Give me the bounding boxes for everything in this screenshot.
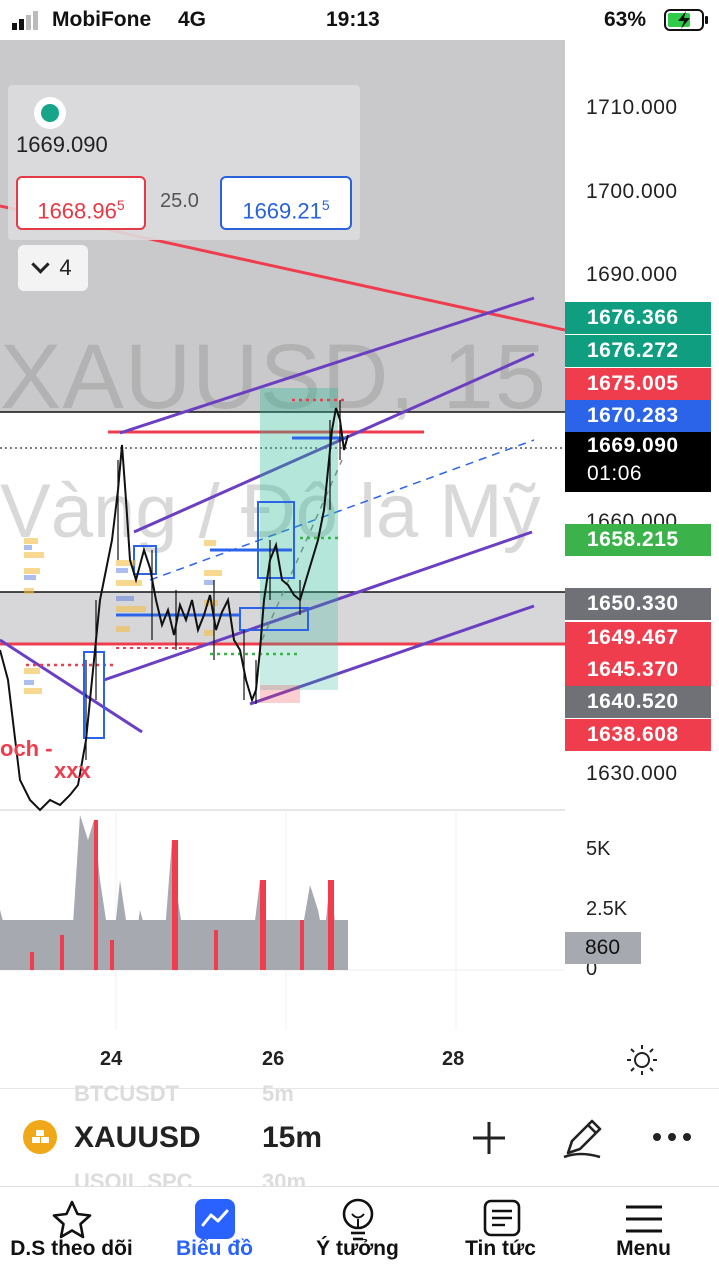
- gold-symbol-icon: [23, 1120, 57, 1154]
- volume-tick: 0: [586, 958, 598, 980]
- price-tag: 1675.005: [565, 368, 711, 400]
- sell-button[interactable]: 1668.965: [16, 176, 146, 230]
- market-status[interactable]: [10, 86, 94, 134]
- clock: 19:13: [326, 8, 380, 31]
- bar-countdown: 01:06: [587, 462, 643, 485]
- interval-selector[interactable]: 15m: [262, 1121, 323, 1154]
- tab-news[interactable]: Tin tức: [429, 1187, 572, 1281]
- ghost-prev-interval: 5m: [262, 1081, 294, 1106]
- volume-current-tag: 860: [565, 932, 641, 964]
- tab-label: D.S theo dõi: [10, 1237, 133, 1260]
- chart-icon: [195, 1199, 235, 1239]
- buy-button[interactable]: 1669.215: [220, 176, 352, 230]
- battery-percent: 63%: [604, 8, 647, 31]
- price-tag: 1640.520: [565, 686, 711, 718]
- add-plus-icon[interactable]: [470, 1119, 508, 1157]
- time-label: 26: [262, 1048, 285, 1070]
- tab-label: Ý tưởng: [316, 1237, 399, 1260]
- price-tick: 1630.000: [586, 762, 678, 785]
- symbol-toolbar: BTCUSDT 5m USOIL.SPC 30m XAUUSD 15m: [0, 1081, 719, 1194]
- drawing-pen-icon[interactable]: [560, 1115, 606, 1161]
- price-tag: 1658.215: [565, 524, 711, 556]
- brightness-icon[interactable]: [626, 1044, 658, 1076]
- menu-icon: [626, 1205, 662, 1233]
- sell-price: 1668.96: [37, 198, 117, 224]
- tab-chart[interactable]: Biểu đồ: [143, 1187, 286, 1281]
- carrier-name: MobiFone: [52, 8, 152, 31]
- price-tag: 1649.467: [565, 622, 711, 654]
- tab-watchlist[interactable]: D.S theo dõi: [0, 1187, 143, 1281]
- status-bar: MobiFone 4G 19:13 63%: [0, 0, 719, 40]
- market-open-dot-icon: [34, 97, 66, 129]
- price-tag: 1645.370: [565, 654, 711, 686]
- price-tag: 1676.272: [565, 335, 711, 367]
- price-tick: 1710.000: [586, 96, 678, 119]
- tab-label: Menu: [616, 1237, 671, 1260]
- buy-price: 1669.21: [242, 198, 322, 224]
- last-price-tag: 1669.090 01:06: [565, 432, 711, 492]
- buy-price-pip: 5: [321, 197, 330, 213]
- more-options-icon[interactable]: [652, 1131, 692, 1143]
- price-tag: 1638.608: [565, 719, 711, 751]
- symbol-selector[interactable]: XAUUSD: [74, 1121, 201, 1154]
- news-icon: [483, 1199, 521, 1237]
- price-tick: 1700.000: [586, 180, 678, 203]
- bottom-tab-bar: D.S theo dõi Biểu đồ Ý tưởng Tin tức: [0, 1186, 719, 1281]
- volume-histogram: [0, 815, 348, 970]
- watermark-description: Vàng / Đô la Mỹ: [0, 469, 541, 554]
- price-tag: 1650.330: [565, 588, 711, 620]
- choch-label: och -: [0, 736, 53, 761]
- volume-tick: 5K: [586, 838, 611, 860]
- lightbulb-icon: [342, 1198, 374, 1241]
- indicators-count: 4: [59, 255, 72, 280]
- chart-area[interactable]: XAUUSD, 15 Vàng / Đô la Mỹ: [0, 40, 719, 1088]
- x-marks: xxx: [54, 758, 91, 783]
- last-price-value: 1669.090: [587, 434, 679, 457]
- battery-charging-icon: [664, 9, 708, 31]
- sell-price-pip: 5: [116, 197, 125, 213]
- indicators-toggle-button[interactable]: 4: [18, 245, 88, 291]
- chevron-down-icon: [31, 255, 51, 274]
- price-tag: 1676.366: [565, 302, 711, 334]
- time-label: 28: [442, 1048, 465, 1070]
- star-icon: [52, 1200, 92, 1239]
- ghost-prev-symbol: BTCUSDT: [74, 1081, 180, 1106]
- price-tag: 1670.283: [565, 400, 711, 432]
- network-type: 4G: [178, 8, 207, 31]
- chart-drawings: [0, 204, 565, 1030]
- signal-icon: [12, 11, 38, 30]
- tab-ideas[interactable]: Ý tưởng: [286, 1187, 429, 1281]
- spread-value: 25.0: [160, 190, 199, 212]
- tab-menu[interactable]: Menu: [572, 1187, 715, 1281]
- price-axis-bg: [565, 40, 719, 1088]
- price-tick: 1690.000: [586, 263, 678, 286]
- tab-label: Tin tức: [465, 1237, 536, 1260]
- legend-last-price: 1669.090: [16, 132, 108, 157]
- tab-label: Biểu đồ: [176, 1237, 253, 1260]
- time-label: 24: [100, 1048, 123, 1070]
- volume-tick: 2.5K: [586, 898, 628, 920]
- watermark-symbol: XAUUSD, 15: [0, 326, 547, 428]
